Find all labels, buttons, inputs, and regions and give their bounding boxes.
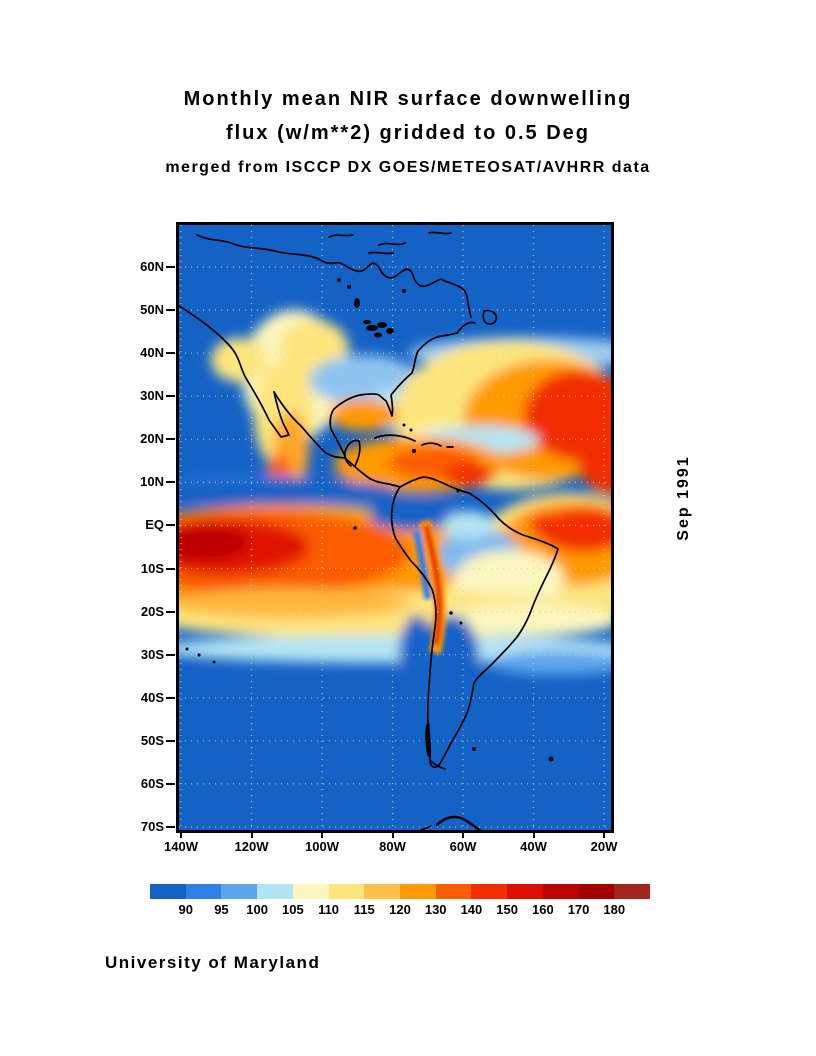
colorbar-segment xyxy=(614,884,651,899)
colorbar-segment xyxy=(507,884,543,899)
colorbar-tick-label: 140 xyxy=(460,902,483,917)
lat-tick-label: 10N xyxy=(140,474,164,490)
date-label: Sep 1991 xyxy=(675,455,692,541)
colorbar-tick-label: 100 xyxy=(246,902,268,917)
colorbar-segment xyxy=(292,884,329,899)
colorbar-tick-label: 105 xyxy=(281,902,304,917)
colorbar-segment xyxy=(435,884,472,899)
lon-tick-label: 140W xyxy=(164,839,198,854)
lat-tick xyxy=(166,782,175,785)
lon-tick-label: 100W xyxy=(305,839,339,854)
lon-tick xyxy=(603,830,605,838)
lat-tick xyxy=(166,438,175,441)
lon-tick-label: 40W xyxy=(520,839,547,854)
lat-tick xyxy=(166,826,175,828)
lat-tick xyxy=(166,524,175,527)
title-subtitle: merged from ISCCP DX GOES/METEOSAT/AVHRR… xyxy=(165,159,651,176)
flux-heatmap xyxy=(179,225,611,830)
lat-tick xyxy=(166,739,175,742)
colorbar-segment xyxy=(221,884,258,899)
lat-tick xyxy=(166,395,175,398)
lat-tick-label: 70S xyxy=(140,819,164,834)
title-line-1: Monthly mean NIR surface downwelling xyxy=(183,88,633,110)
colorbar-segment xyxy=(400,884,436,899)
colorbar-tick-label: 170 xyxy=(567,902,590,917)
lon-tick xyxy=(462,830,464,838)
lat-tick-label: 50N xyxy=(140,302,164,318)
colorbar-segment xyxy=(578,884,615,899)
lat-tick xyxy=(166,481,175,484)
lon-tick xyxy=(532,830,535,838)
colorbar xyxy=(150,884,651,899)
colorbar-tick-label: 180 xyxy=(603,902,626,917)
colorbar-segment xyxy=(364,884,401,899)
lat-tick-label: 40N xyxy=(140,345,164,361)
lat-tick-label: 60N xyxy=(140,259,164,274)
lon-tick-label: 20W xyxy=(590,839,618,854)
colorbar-segment xyxy=(257,884,293,899)
lon-tick xyxy=(391,830,394,838)
colorbar-tick-label: 160 xyxy=(531,902,554,917)
colorbar-tick-label: 110 xyxy=(318,902,340,917)
lon-tick xyxy=(321,830,323,838)
lat-tick-label: 60S xyxy=(140,775,164,791)
colorbar-tick-label: 90 xyxy=(178,902,193,917)
lat-tick xyxy=(166,696,175,699)
colorbar-tick-label: 115 xyxy=(353,902,375,917)
map-frame xyxy=(176,222,614,833)
footer-credit: University of Maryland xyxy=(105,953,321,972)
colorbar-segment xyxy=(328,884,365,899)
lat-tick xyxy=(166,309,175,312)
lat-tick-label: 40S xyxy=(140,689,164,705)
lat-tick-label: 50S xyxy=(140,732,164,748)
lon-tick-label: 120W xyxy=(234,839,269,854)
lat-tick xyxy=(166,610,175,613)
lat-tick-label: 30S xyxy=(140,646,164,662)
colorbar-tick-label: 120 xyxy=(389,902,411,917)
lon-tick xyxy=(250,830,253,838)
lat-tick xyxy=(166,653,175,656)
lon-tick-label: 80W xyxy=(379,839,406,854)
lat-tick-label: 10S xyxy=(140,560,164,576)
lon-tick-label: 60W xyxy=(449,839,477,854)
colorbar-tick-label: 130 xyxy=(424,902,447,917)
colorbar-segment xyxy=(542,884,579,899)
lat-tick xyxy=(166,266,175,268)
lon-tick xyxy=(180,830,182,838)
colorbar-segment xyxy=(471,884,508,899)
lat-tick xyxy=(166,352,175,355)
lat-tick-label: 30N xyxy=(140,388,164,404)
lat-tick-label: 20N xyxy=(140,431,164,447)
colorbar-tick-label: 95 xyxy=(214,902,229,917)
colorbar-segment xyxy=(185,884,222,899)
lat-tick xyxy=(166,567,175,570)
title-line-2: flux (w/m**2) gridded to 0.5 Deg xyxy=(225,122,591,144)
colorbar-tick-label: 150 xyxy=(496,902,518,917)
colorbar-segment xyxy=(150,884,186,899)
lat-tick-label: EQ xyxy=(145,517,164,533)
lat-tick-label: 20S xyxy=(140,603,164,619)
